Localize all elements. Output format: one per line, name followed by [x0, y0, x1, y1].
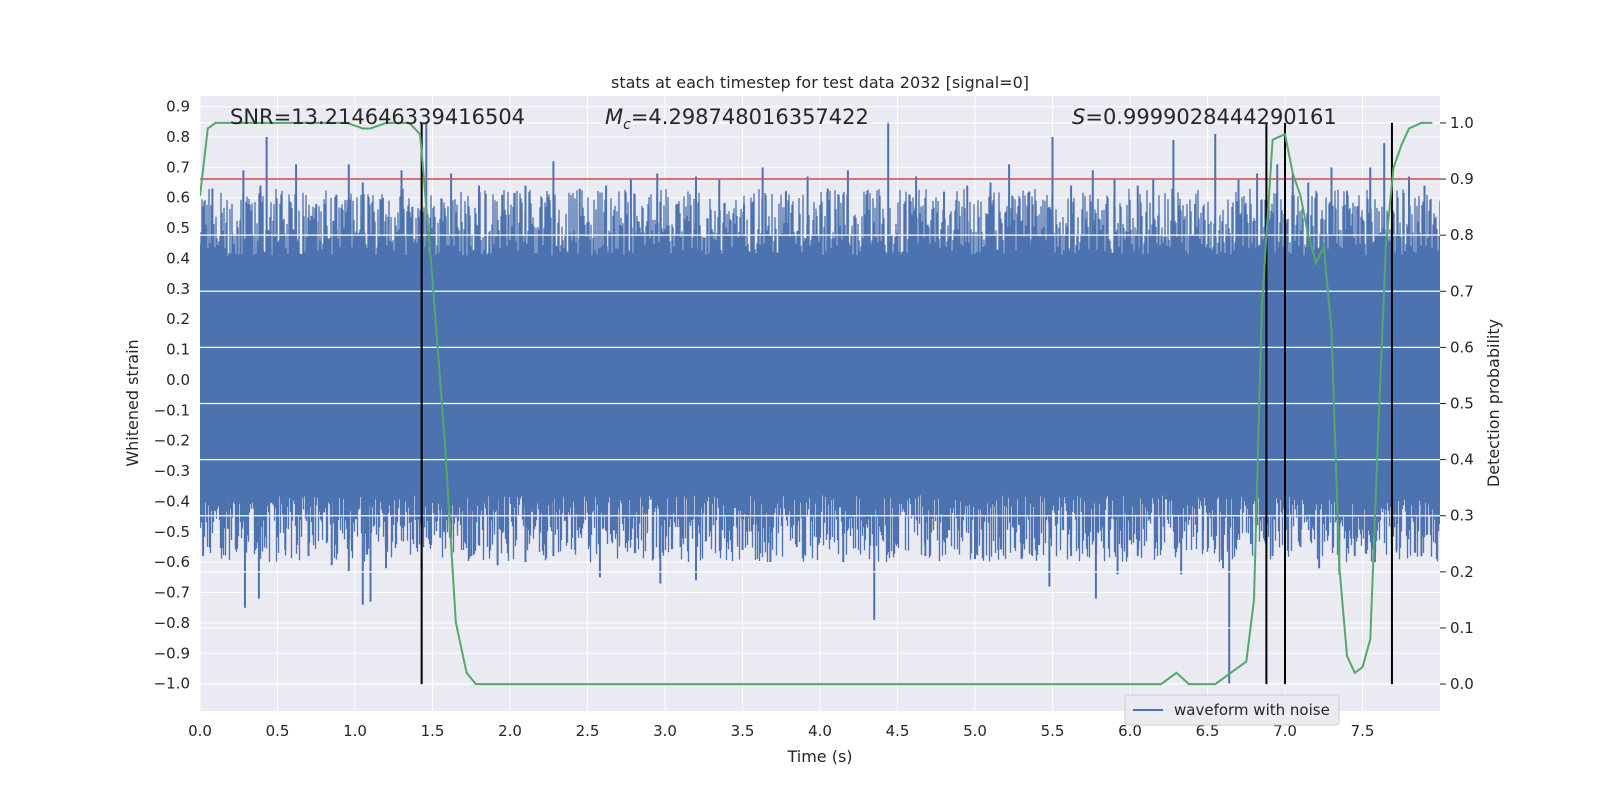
- y2-tick-label: 0.9: [1450, 170, 1474, 188]
- y-tick-label: −0.1: [154, 401, 190, 419]
- y2-tick-label: 0.7: [1450, 282, 1474, 300]
- x-tick-label: 7.5: [1351, 722, 1375, 740]
- y2-axis-ticks: 0.0 0.1 0.2 0.3 0.4 0.5 0.6 0.7 0.8 0.9 1.0: [1440, 114, 1474, 693]
- y2-tick-label: 0.5: [1450, 395, 1474, 413]
- detection-probability-series: [200, 121, 1433, 686]
- y2-tick-label: 0.8: [1450, 226, 1474, 244]
- x-axis-label: Time (s): [786, 747, 852, 766]
- x-tick-label: 3.0: [653, 722, 677, 740]
- x-tick-label: 3.5: [731, 722, 755, 740]
- y-tick-label: 0.5: [166, 219, 190, 237]
- y-tick-label: −0.9: [154, 644, 190, 662]
- y-tick-label: 0.4: [166, 249, 190, 267]
- chirp-mass-annotation: Mc=4.298748016357422: [605, 105, 869, 133]
- y-tick-label: −0.5: [154, 523, 190, 541]
- x-tick-label: 1.5: [421, 722, 445, 740]
- y2-tick-label: 0.1: [1450, 619, 1474, 637]
- y2-tick-label: 0.4: [1450, 451, 1474, 469]
- x-axis-ticks: 0.0 0.5 1.0 1.5 2.0 2.5 3.0 3.5 4.0 4.5 5.0 5.5 6.0 6…: [188, 722, 1374, 740]
- y-tick-label: −0.8: [154, 614, 190, 632]
- x-tick-label: 6.5: [1196, 722, 1220, 740]
- y-tick-label: 0.9: [166, 98, 190, 116]
- chart-title: stats at each timestep for test data 203…: [611, 73, 1029, 92]
- chirp-mass-value: =4.298748016357422: [631, 105, 869, 129]
- x-tick-label: 2.0: [498, 722, 522, 740]
- x-tick-label: 6.0: [1118, 722, 1142, 740]
- chirp-mass-subscript: c: [623, 117, 631, 133]
- y2-tick-label: 0.2: [1450, 563, 1474, 581]
- score-value: =0.9999028444290161: [1085, 105, 1336, 129]
- y-tick-label: −0.4: [154, 492, 190, 510]
- probability-line: [200, 121, 1433, 686]
- detection-vertical-lines: [420, 122, 1393, 685]
- y-tick-label: −0.6: [154, 553, 190, 571]
- y-tick-label: 0.8: [166, 128, 190, 146]
- x-tick-label: 2.5: [576, 722, 600, 740]
- y2-axis-label: Detection probability: [1484, 319, 1503, 487]
- y2-tick-label: 0.0: [1450, 675, 1474, 693]
- legend-label: waveform with noise: [1174, 701, 1330, 719]
- chirp-mass-symbol: M: [605, 105, 623, 129]
- x-tick-label: 0.0: [188, 722, 212, 740]
- y-tick-label: −1.0: [154, 675, 190, 693]
- x-tick-label: 5.5: [1041, 722, 1065, 740]
- x-tick-label: 4.0: [808, 722, 832, 740]
- legend: waveform with noise: [1124, 694, 1340, 726]
- score-annotation: S=0.9999028444290161: [1072, 105, 1337, 129]
- x-tick-label: 7.0: [1273, 722, 1297, 740]
- x-tick-label: 5.0: [963, 722, 987, 740]
- y-tick-label: −0.3: [154, 462, 190, 480]
- x-tick-label: 1.0: [343, 722, 367, 740]
- y-tick-label: 0.7: [166, 158, 190, 176]
- waveform-with-noise-series: [200, 121, 1440, 684]
- y2-tick-label: 1.0: [1450, 114, 1474, 132]
- y-tick-label: 0.1: [166, 341, 190, 359]
- y-tick-label: 0.6: [166, 189, 190, 207]
- y2-tick-label: 0.6: [1450, 338, 1474, 356]
- y-tick-label: 0.2: [166, 310, 190, 328]
- x-tick-label: 4.5: [886, 722, 910, 740]
- y-tick-label: −0.7: [154, 584, 190, 602]
- x-tick-label: 0.5: [266, 722, 290, 740]
- y-tick-label: 0.0: [166, 371, 190, 389]
- legend-box: [1124, 694, 1340, 726]
- score-symbol: S: [1072, 105, 1085, 129]
- y2-tick-label: 0.3: [1450, 507, 1474, 525]
- snr-annotation: SNR=13.214646339416504: [230, 105, 525, 129]
- y-tick-label: 0.3: [166, 280, 190, 298]
- y-axis-label: Whitened strain: [123, 339, 142, 466]
- y-axis-ticks: 0.9 0.8 0.7 0.6 0.5 0.4 0.3 0.2 0.1 0.0 −0.1 −0.2 −0…: [154, 98, 190, 693]
- y-tick-label: −0.2: [154, 432, 190, 450]
